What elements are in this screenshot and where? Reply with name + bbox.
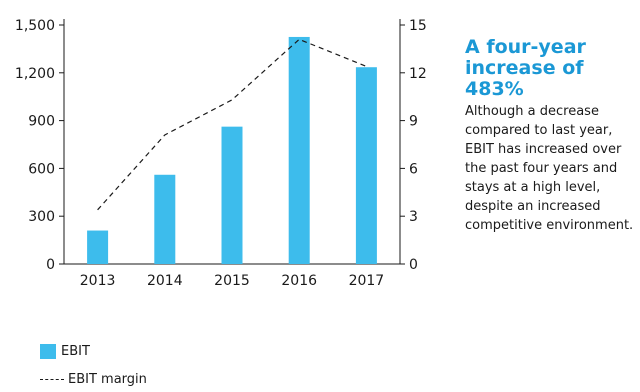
y-left-tick-label: 300: [28, 209, 55, 225]
legend-ebit-swatch: [40, 344, 56, 359]
side-body: Although a decrease compared to last yea…: [465, 104, 634, 233]
y-right-tick-label: 9: [409, 114, 418, 130]
ebit-bar: [355, 67, 377, 265]
y-left-tick-label: 600: [28, 161, 55, 177]
ebit-margin-polyline: [97, 38, 367, 211]
legend-margin: EBIT margin: [40, 372, 147, 387]
ebit-bar: [288, 36, 310, 265]
side-heading: A four-year increase of 483%: [465, 36, 586, 100]
ebit-bar: [221, 126, 243, 264]
side-panel: A four-year increase of 483% Although a …: [465, 37, 637, 235]
ebit-bar: [154, 174, 176, 264]
y-left-tick-label: 1,200: [15, 66, 55, 82]
y-right-tick-label: 3: [409, 209, 418, 225]
y-left-tick-label: 1,500: [15, 18, 55, 34]
y-left-tick-label: 0: [46, 257, 55, 273]
x-tick-label: 2014: [147, 273, 183, 289]
y-right-tick-label: 6: [409, 161, 418, 177]
x-tick-label: 2013: [80, 273, 116, 289]
x-tick-label: 2016: [281, 273, 317, 289]
ebit-margin-line: [97, 38, 367, 211]
y-left-tick-label: 900: [28, 114, 55, 130]
legend-margin-dash: [40, 379, 64, 380]
chart-tick-labels: 0 300 600 900 1,200 1,500 0 3 6 9 12 15 2013 2014 2015…: [15, 18, 427, 289]
y-right-tick-label: 15: [409, 18, 427, 34]
y-right-tick-label: 12: [409, 66, 427, 82]
legend-margin-label: EBIT margin: [68, 372, 147, 387]
ebit-bars: [87, 36, 377, 265]
x-tick-label: 2017: [349, 273, 385, 289]
y-right-tick-label: 0: [409, 257, 418, 273]
x-tick-label: 2015: [214, 273, 250, 289]
ebit-chart: 0 300 600 900 1,200 1,500 0 3 6 9 12 15 2013 2014 2015…: [15, 18, 427, 289]
legend-ebit-label: EBIT: [61, 344, 90, 359]
legend-ebit: EBIT: [40, 344, 90, 359]
ebit-bar: [87, 230, 109, 264]
